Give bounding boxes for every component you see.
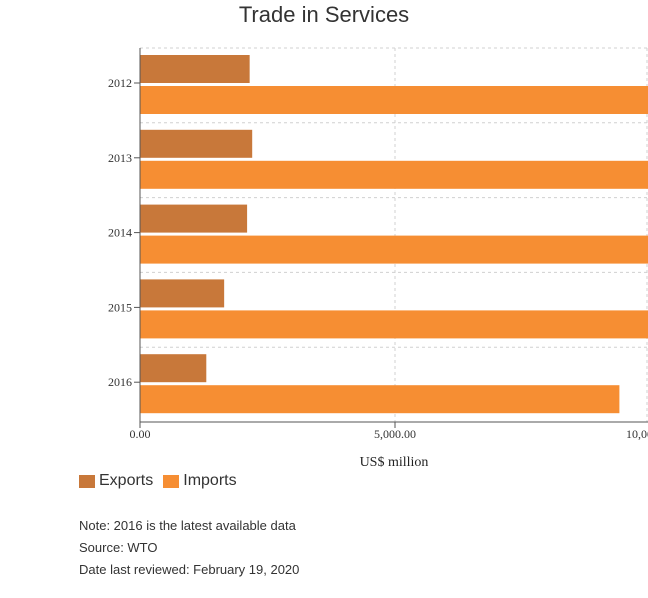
x-axis-label: US$ million (360, 455, 429, 470)
x-tick-label: 10,000.00 (626, 427, 648, 441)
bar-chart: 0.005,000.0010,000.0015,000.0020,000.002… (108, 47, 648, 470)
legend-label-imports: Imports (183, 472, 237, 489)
legend-swatch-imports (163, 474, 180, 488)
chart-title: Trade in Services (238, 2, 410, 27)
bars-layer (140, 55, 648, 414)
chart-notes: Note: 2016 is the latest available data … (79, 515, 299, 581)
y-tick-label: 2015 (108, 300, 132, 314)
bar-imports-2015[interactable] (140, 310, 648, 339)
bar-imports-2016[interactable] (140, 385, 620, 414)
bar-imports-2014[interactable] (140, 235, 648, 264)
x-tick-label: 0.00 (130, 427, 151, 441)
y-tick-label: 2014 (108, 226, 132, 240)
bar-exports-2012[interactable] (140, 55, 250, 83)
axes-layer: 0.005,000.0010,000.0015,000.0020,000.002… (108, 48, 648, 441)
bar-imports-2012[interactable] (140, 86, 648, 114)
legend-label-exports: Exports (99, 472, 154, 489)
y-tick-label: 2012 (108, 76, 132, 90)
legend-item-imports[interactable]: Imports (163, 472, 237, 490)
legend-item-exports[interactable]: Exports (79, 472, 153, 490)
y-tick-label: 2013 (108, 151, 132, 165)
x-tick-label: 5,000.00 (374, 427, 416, 441)
bar-exports-2015[interactable] (140, 279, 225, 308)
source-text: Source: WTO (79, 540, 158, 555)
y-tick-label: 2016 (108, 375, 132, 389)
bar-imports-2013[interactable] (140, 160, 648, 189)
reviewed-text: Date last reviewed: February 19, 2020 (79, 562, 300, 577)
bar-exports-2014[interactable] (140, 204, 248, 233)
bar-exports-2016[interactable] (140, 354, 207, 383)
note-text: Note: 2016 is the latest available data (79, 518, 296, 533)
bar-exports-2013[interactable] (140, 129, 253, 158)
legend-swatch-exports (79, 474, 95, 488)
legend: Exports Imports (79, 472, 247, 490)
